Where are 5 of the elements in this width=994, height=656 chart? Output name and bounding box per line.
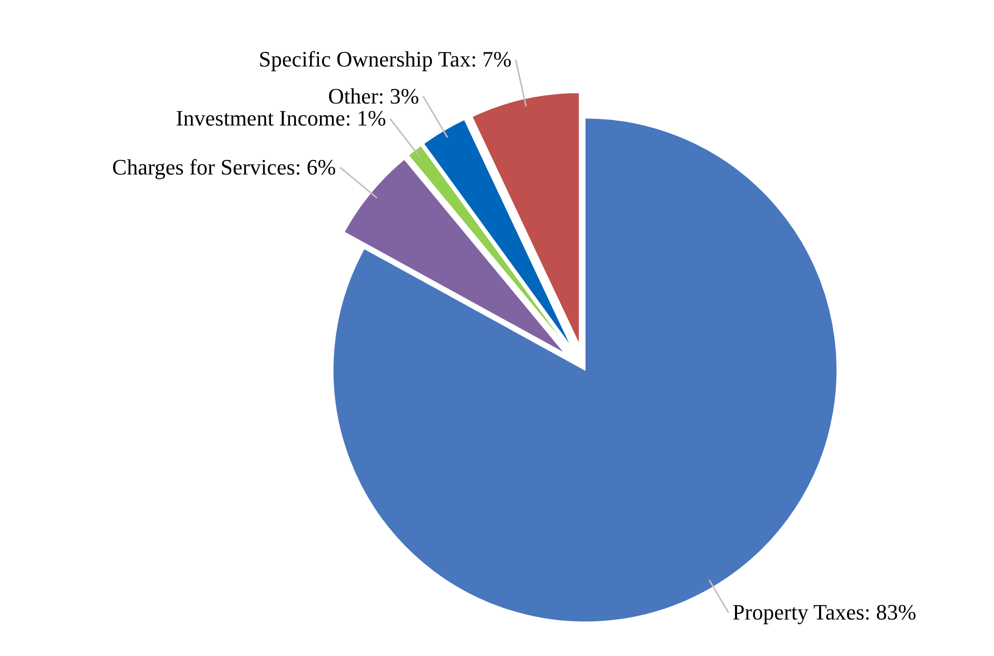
slice-label: Investment Income: 1% <box>176 106 386 131</box>
slice-label: Specific Ownership Tax: 7% <box>258 46 512 72</box>
slice-label: Property Taxes: 83% <box>732 600 916 625</box>
slice-label: Other: 3% <box>328 83 420 108</box>
slice-label: Charges for Services: 6% <box>112 154 336 180</box>
